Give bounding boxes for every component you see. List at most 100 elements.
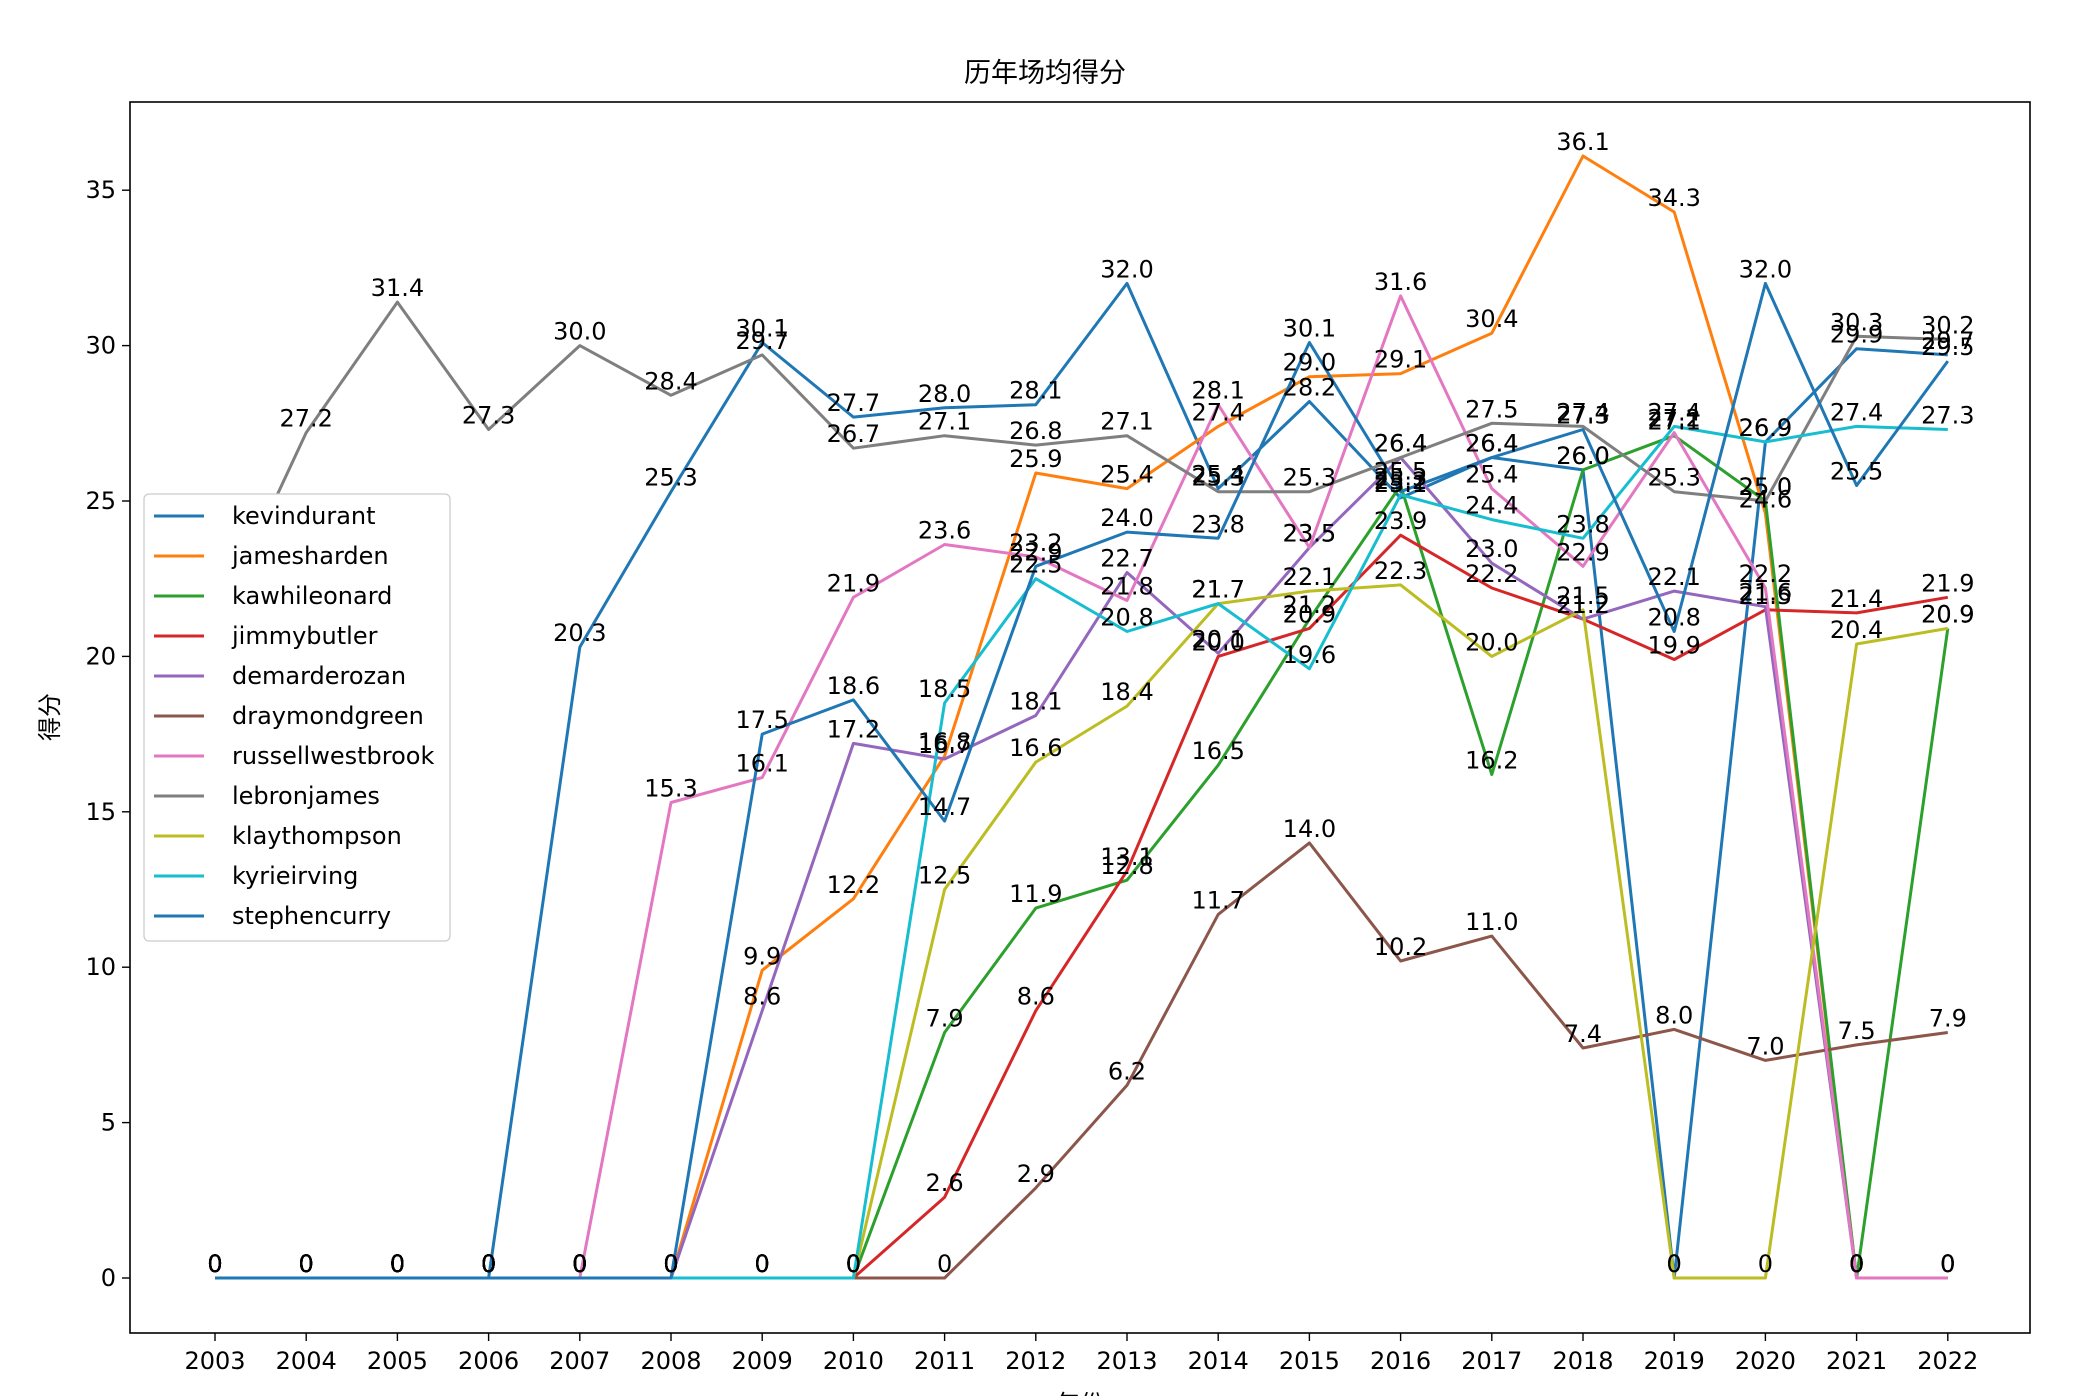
data-label: 21.2 [1283,591,1336,619]
data-label: 0 [207,1250,222,1278]
data-label: 23.5 [1283,520,1336,548]
data-label: 29.1 [1374,346,1427,374]
data-label: 0 [663,1250,678,1278]
data-label: 18.6 [827,672,880,700]
data-label: 20.4 [1830,616,1883,644]
y-axis-ticks: 0 5 10 15 20 25 30 35 [85,176,130,1292]
data-label: 0 [572,1250,587,1278]
data-label: 25.9 [1009,445,1062,473]
data-label: 30.1 [735,314,788,342]
data-label: 0 [663,1250,678,1278]
data-label: 16.8 [918,728,971,756]
data-label: 0 [390,1250,405,1278]
data-label: 20.8 [1100,604,1153,632]
data-label: 21.7 [1191,576,1244,604]
data-label: 25.5 [1374,457,1427,485]
legend-box [143,493,451,942]
data-label: 26.4 [1465,429,1518,457]
data-label: 32.0 [1739,255,1792,283]
data-label: 0 [390,1250,405,1278]
data-label: 0 [572,1250,587,1278]
chart-title: 历年场均得分 [964,58,1126,89]
data-label: 0 [572,1250,587,1278]
x-tick-label: 2020 [1735,1347,1796,1375]
data-label: 2.6 [926,1169,964,1197]
y-axis-label: 得分 [36,693,64,741]
data-label: 0 [663,1250,678,1278]
data-label: 0 [481,1250,496,1278]
data-label: 2.9 [1017,1160,1055,1188]
data-label: 0 [663,1250,678,1278]
data-label: 26.9 [1739,414,1792,442]
data-label: 14.0 [1283,815,1336,843]
data-label: 0 [1667,1250,1682,1278]
data-label: 0 [390,1250,405,1278]
x-tick-label: 2010 [823,1347,884,1375]
data-label: 0 [572,1250,587,1278]
data-label: 25.3 [1647,464,1700,492]
y-tick-label: 30 [85,332,116,360]
data-label: 25.4 [1465,461,1518,489]
data-label: 25.3 [1374,464,1427,492]
data-label: 26.4 [1374,429,1427,457]
legend-label: demarderozan [232,662,406,690]
legend-label: klaythompson [232,822,402,850]
data-label: 22.5 [1009,551,1062,579]
data-label: 20.0 [1191,628,1244,656]
data-label: 0 [481,1250,496,1278]
data-label: 25.0 [1739,473,1792,501]
data-label: 0 [207,1250,222,1278]
data-label: 21.6 [1739,579,1792,607]
data-label: 23.9 [1374,507,1427,535]
series-line-kevindurant [215,281,1948,1280]
data-label: 0 [937,1250,952,1278]
data-label: 26.4 [1465,429,1518,457]
plot-frame [129,101,2031,1334]
y-tick-label: 25 [85,487,116,515]
data-label: 22.9 [1556,538,1609,566]
data-label: 15.3 [644,774,697,802]
data-label: 0 [1940,1250,1955,1278]
data-label: 0 [663,1250,678,1278]
data-label: 0 [1849,1250,1864,1278]
data-label: 19.9 [1647,632,1700,660]
data-label: 23.2 [1009,529,1062,557]
x-tick-label: 2003 [184,1347,245,1375]
data-label: 21.7 [1191,576,1244,604]
data-label: 0 [572,1250,587,1278]
data-label: 31.4 [371,274,424,302]
legend-label: russellwestbrook [232,742,434,770]
data-label: 27.4 [1191,398,1244,426]
data-label: 0 [207,1250,222,1278]
data-label: 21.2 [1556,591,1609,619]
data-label: 0 [207,1250,222,1278]
data-label: 23.8 [1556,510,1609,538]
data-label: 11.0 [1465,908,1518,936]
data-label: 0 [390,1250,405,1278]
data-label: 21.2 [1556,591,1609,619]
data-label: 30.2 [1921,311,1974,339]
data-label: 21.9 [1921,569,1974,597]
data-label: 24.0 [1100,504,1153,532]
data-label: 25.1 [1374,470,1427,498]
data-label: 0 [207,1250,222,1278]
data-label: 30.1 [1283,314,1336,342]
data-label: 28.4 [644,367,697,395]
data-label: 0 [755,1250,770,1278]
data-label: 28.2 [1283,374,1336,402]
y-tick-label: 35 [85,176,116,204]
data-label: 20.9 [1921,600,1974,628]
data-label: 24.4 [1465,492,1518,520]
data-label: 29.5 [1921,333,1974,361]
x-tick-label: 2005 [367,1347,428,1375]
data-label: 21.8 [1100,572,1153,600]
data-label: 26.7 [827,420,880,448]
data-label: 0 [481,1250,496,1278]
data-label: 27.4 [1647,398,1700,426]
data-label: 8.6 [1017,983,1055,1011]
data-label: 20.9 [1921,600,1974,628]
legend-label: stephencurry [232,902,391,930]
data-label: 31.6 [1374,268,1427,296]
data-label: 0 [663,1250,678,1278]
y-tick-label: 10 [85,953,116,981]
